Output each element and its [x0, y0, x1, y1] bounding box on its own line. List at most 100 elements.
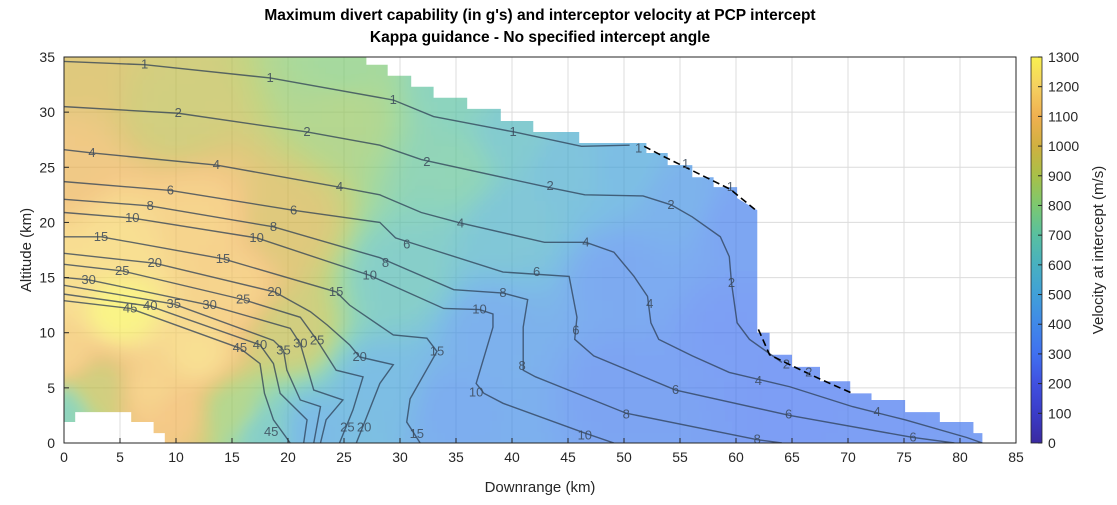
heatmap-cell	[64, 255, 76, 268]
heatmap-cell	[512, 420, 524, 433]
heatmap-cell	[198, 112, 211, 124]
heatmap-cell	[478, 277, 491, 290]
heatmap-cell	[355, 409, 367, 422]
heatmap-cell	[265, 189, 278, 201]
heatmap-cell	[344, 156, 356, 168]
heatmap-cell	[299, 332, 311, 345]
heatmap-cell	[657, 409, 670, 422]
heatmap-cell	[75, 178, 87, 190]
heatmap-cell	[490, 443, 502, 455]
contour-lines: 1111122222224444444466666666888888810101…	[64, 57, 983, 447]
heatmap-cell	[713, 189, 726, 201]
heatmap-cell	[288, 299, 300, 312]
x-tick-label: 10	[168, 449, 184, 465]
heatmap-cell	[612, 354, 625, 367]
heatmap-cell	[299, 68, 311, 80]
heatmap-cell	[792, 409, 804, 422]
heatmap-cell	[736, 200, 748, 212]
heatmap-cell	[377, 387, 390, 400]
heatmap-cell	[209, 310, 222, 323]
heatmap-cell	[433, 299, 446, 312]
heatmap-cell	[265, 112, 278, 124]
heatmap-cell	[243, 134, 255, 146]
heatmap-cell	[220, 145, 233, 157]
heatmap-cell	[299, 288, 311, 301]
heatmap-cell	[108, 200, 121, 212]
heatmap-cell	[344, 57, 356, 58]
heatmap-cell	[612, 409, 625, 422]
contour-label: 1	[682, 156, 689, 171]
heatmap-cell	[209, 123, 222, 135]
heatmap-cell	[411, 233, 423, 246]
heatmap-cell	[276, 431, 289, 443]
heatmap-cell	[680, 57, 692, 58]
contour-label: 8	[754, 432, 761, 447]
heatmap-cell	[153, 178, 166, 190]
heatmap-cell	[254, 365, 267, 378]
heatmap-cell	[209, 266, 222, 279]
heatmap-cell	[422, 233, 435, 246]
heatmap-cell	[288, 321, 300, 334]
heatmap-cell	[153, 189, 166, 201]
heatmap-cell	[198, 365, 211, 378]
heatmap-cell	[153, 68, 166, 80]
heatmap-cell	[478, 332, 491, 345]
heatmap-cell	[624, 321, 636, 334]
heatmap-cell	[545, 277, 558, 290]
heatmap-cell	[657, 244, 670, 257]
heatmap-cell	[142, 101, 155, 113]
x-axis-ticks: 0 5 10 15 20 25 30 35 40 45 50 55 60 65 70 75 80 85	[60, 438, 1024, 465]
heatmap-cell	[568, 145, 580, 157]
heatmap-cell	[310, 57, 323, 58]
heatmap-cell	[164, 222, 177, 235]
heatmap-cell	[198, 101, 211, 113]
heatmap-cell	[164, 57, 177, 69]
heatmap-cell	[288, 420, 300, 433]
heatmap-cell	[232, 398, 244, 411]
contour-label: 6	[533, 264, 540, 279]
heatmap-cell	[657, 431, 670, 443]
heatmap-cell	[366, 101, 379, 113]
heatmap-cell	[75, 321, 87, 334]
heatmap-cell	[366, 376, 379, 389]
heatmap-cell	[568, 431, 580, 443]
heatmap-cell	[724, 376, 737, 389]
heatmap-cell	[433, 354, 446, 367]
heatmap-cell	[657, 365, 670, 378]
heatmap-cell	[344, 431, 356, 443]
heatmap-cell	[276, 211, 289, 224]
heatmap-cell	[433, 409, 446, 422]
heatmap-cell	[332, 112, 345, 124]
heatmap-cell	[254, 244, 267, 257]
heatmap-cell	[500, 343, 513, 356]
heatmap-cell	[612, 57, 625, 58]
heatmap-cell	[702, 398, 715, 411]
heatmap-cell	[243, 156, 255, 168]
heatmap-cell	[344, 376, 356, 389]
heatmap-cell	[411, 343, 423, 356]
heatmap-cell	[635, 343, 647, 356]
contour-line-15	[64, 236, 438, 443]
heatmap-cell	[310, 365, 323, 378]
heatmap-cell	[332, 233, 345, 246]
heatmap-cell	[400, 233, 412, 246]
heatmap-cell	[792, 431, 804, 443]
heatmap-cell	[713, 420, 726, 433]
heatmap-cell	[254, 310, 267, 323]
heatmap-cell	[131, 321, 143, 334]
heatmap-cell	[86, 365, 99, 378]
heatmap-cell	[321, 222, 334, 235]
contour-line-10	[64, 211, 615, 443]
heatmap-cell	[232, 233, 244, 246]
heatmap-cell	[444, 134, 457, 146]
heatmap-cell	[702, 365, 715, 378]
heatmap-cell	[75, 288, 87, 301]
heatmap-cell	[164, 101, 177, 113]
heatmap-cell	[243, 68, 255, 80]
heatmap-cell	[400, 343, 412, 356]
heatmap-cell	[556, 266, 569, 279]
heatmap-cell	[321, 57, 334, 69]
heatmap-cell	[892, 420, 905, 433]
heatmap-cell	[467, 112, 479, 124]
heatmap-cell	[209, 332, 222, 345]
